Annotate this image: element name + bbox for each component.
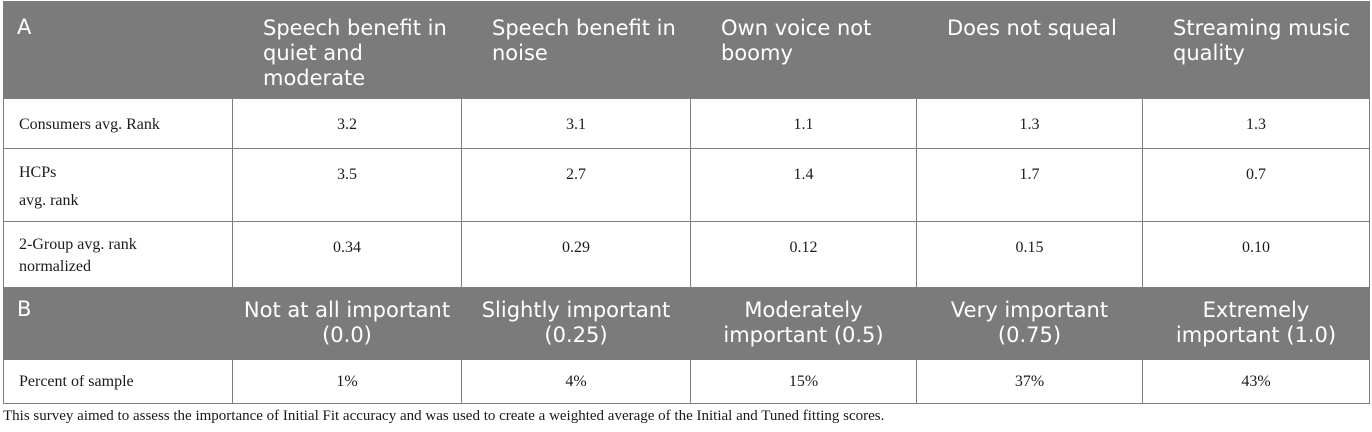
row-label-consumers: Consumers avg. Rank — [3, 98, 233, 149]
column-header-moderately: Moderately important (0.5) — [690, 287, 917, 360]
table-row: Consumers avg. Rank 3.2 3.1 1.1 1.3 1.3 — [3, 98, 1370, 149]
column-header-streaming: Streaming music quality — [1142, 1, 1370, 99]
row-label-line: HCPs — [19, 164, 57, 181]
table-row: 2-Group avg. rank normalized 0.34 0.29 0… — [3, 221, 1370, 288]
table-cell: 15% — [690, 359, 917, 404]
table-cell: 3.1 — [461, 98, 691, 149]
table-caption: This survey aimed to assess the importan… — [3, 408, 885, 424]
table-cell: 1.4 — [690, 148, 917, 222]
importance-table: A Speech benefit in quiet and moderate S… — [3, 1, 1370, 404]
section-a-header-row: A Speech benefit in quiet and moderate S… — [3, 1, 1370, 99]
table-cell: 0.10 — [1142, 221, 1370, 288]
column-header-not-at-all: Not at all important (0.0) — [232, 287, 462, 360]
table-row: HCPs avg. rank 3.5 2.7 1.4 1.7 0.7 — [3, 148, 1370, 222]
column-header-squeal: Does not squeal — [916, 1, 1143, 99]
row-label-line: normalized — [19, 258, 91, 275]
column-header-slightly: Slightly important (0.25) — [461, 287, 691, 360]
table-cell: 2.7 — [461, 148, 691, 222]
section-b-header-row: B Not at all important (0.0) Slightly im… — [3, 287, 1370, 360]
table-cell: 0.34 — [232, 221, 462, 288]
table-row: Percent of sample 1% 4% 15% 37% 43% — [3, 359, 1370, 404]
column-header-speech-noise: Speech benefit in noise — [461, 1, 691, 99]
row-label-hcps: HCPs avg. rank — [3, 148, 233, 222]
table-cell: 37% — [916, 359, 1143, 404]
table-cell: 0.29 — [461, 221, 691, 288]
column-header-own-voice: Own voice not boomy — [690, 1, 917, 99]
column-header-extremely: Extremely important (1.0) — [1142, 287, 1370, 360]
table-cell: 0.15 — [916, 221, 1143, 288]
table-cell: 1.3 — [1142, 98, 1370, 149]
section-a-label: A — [3, 1, 233, 99]
table-cell: 4% — [461, 359, 691, 404]
row-label-percent: Percent of sample — [3, 359, 233, 404]
row-label-line: avg. rank — [19, 192, 79, 209]
row-label-two-group: 2-Group avg. rank normalized — [3, 221, 233, 288]
table-cell: 1.3 — [916, 98, 1143, 149]
column-header-speech-quiet: Speech benefit in quiet and moderate — [232, 1, 462, 99]
table-cell: 0.12 — [690, 221, 917, 288]
table-cell: 3.2 — [232, 98, 462, 149]
table-cell: 1.7 — [916, 148, 1143, 222]
section-b-label: B — [3, 287, 233, 360]
table-cell: 3.5 — [232, 148, 462, 222]
table-cell: 0.7 — [1142, 148, 1370, 222]
column-header-very: Very important (0.75) — [916, 287, 1143, 360]
table-cell: 1% — [232, 359, 462, 404]
table-cell: 1.1 — [690, 98, 917, 149]
table-cell: 43% — [1142, 359, 1370, 404]
row-label-line: 2-Group avg. rank — [19, 236, 137, 253]
